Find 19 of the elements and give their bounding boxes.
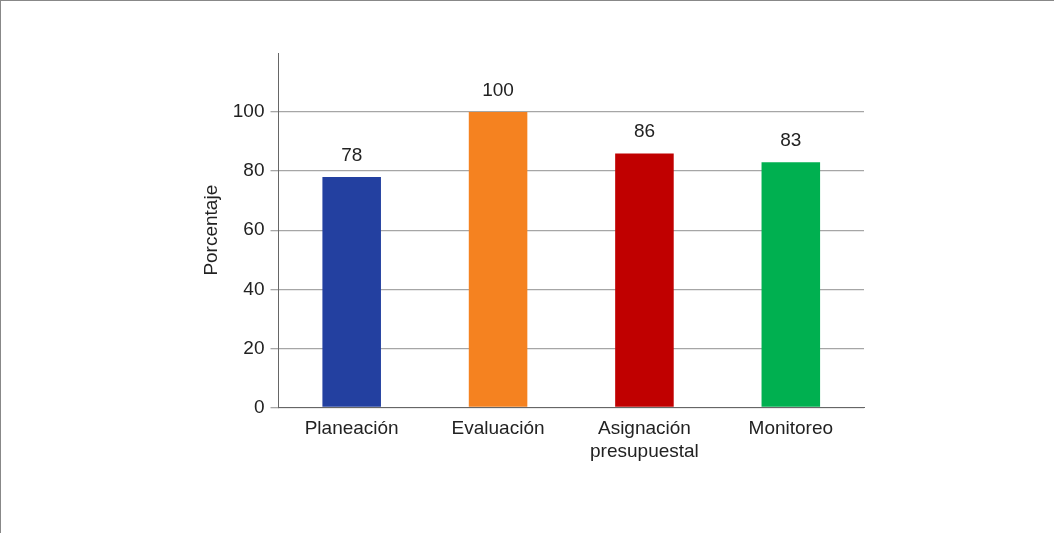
y-tick-label: 80 <box>243 159 265 181</box>
y-tick-label: 40 <box>243 277 265 299</box>
x-tick-label: Planeación <box>304 417 399 439</box>
data-label: 83 <box>780 129 802 151</box>
y-tick-label: 20 <box>243 336 265 358</box>
y-tick-label: 100 <box>232 100 265 122</box>
bar <box>615 153 674 407</box>
data-label: 78 <box>341 143 363 165</box>
bar <box>468 112 528 407</box>
y-tick-label: 0 <box>253 395 265 417</box>
y-axis-title: Porcentaje <box>199 184 221 276</box>
data-label: 100 <box>482 78 514 100</box>
x-tick-label: Monitoreo <box>748 417 834 439</box>
bar <box>322 177 381 407</box>
x-tick-label: Evaluación <box>451 417 545 439</box>
y-tick-label: 60 <box>243 218 265 240</box>
data-label: 86 <box>633 120 656 142</box>
bar <box>761 162 821 407</box>
x-tick-label: Asignación presupuestal <box>590 417 699 461</box>
